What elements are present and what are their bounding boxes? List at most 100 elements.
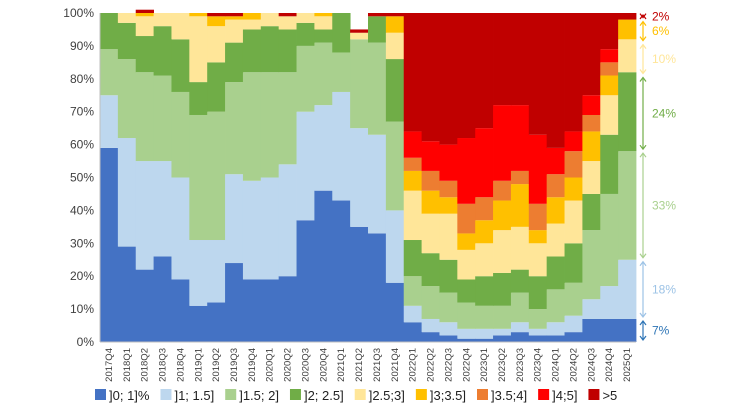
bar-segment-2021Q4-s3 — [385, 59, 405, 122]
bar-segment-2024Q2-s8 — [564, 13, 583, 132]
x-tick-label: 2021Q1 — [336, 348, 347, 382]
bar-segment-2024Q1-s3 — [546, 256, 565, 290]
y-axis: 0% 10% 20% 30% 40% 50% 60% 70% 80% 90% 100% — [63, 6, 101, 349]
y-tick-label: 60% — [70, 138, 94, 152]
bar-segment-2023Q1-s6 — [475, 197, 494, 221]
bar-segment-2019Q4-s4 — [242, 19, 262, 30]
x-tick-label: 2024Q4 — [604, 348, 615, 382]
bar-segment-2022Q4-s5 — [457, 233, 476, 250]
annotation-arrow-top — [639, 43, 647, 49]
bar-segment-2020Q4-s2 — [314, 42, 333, 106]
x-tick-label: 2023Q3 — [515, 348, 526, 382]
bar-segment-2018Q1-s3 — [117, 22, 137, 60]
bar-segment-2023Q2-s2 — [493, 305, 512, 329]
bar-segment-2022Q1-s4 — [403, 190, 422, 241]
bar-segment-2024Q2-s3 — [564, 243, 583, 283]
legend: ]0; 1]%]1; 1.5]]1.5; 2]]2; 2.5]]2.5;3]]3… — [95, 388, 617, 403]
bar-segment-2024Q1-s8 — [546, 13, 565, 148]
legend-label: ]1; 1.5] — [174, 388, 214, 403]
bar-segment-2021Q4-s2 — [385, 121, 405, 211]
bar-segment-2018Q4-s0 — [171, 279, 190, 342]
x-tick-label: 2019Q3 — [229, 348, 240, 382]
x-tick-label: 2022Q1 — [408, 348, 419, 382]
legend-swatch — [588, 389, 600, 400]
bar-segment-2024Q3-s0 — [582, 318, 601, 342]
bar-segment-2020Q2-s3 — [278, 29, 297, 73]
x-tick-label: 2023Q2 — [497, 348, 508, 382]
legend-label: ]4;5] — [552, 388, 577, 403]
legend-swatch — [160, 389, 172, 400]
bar-segment-2020Q4-s0 — [314, 190, 333, 342]
bar-segment-2024Q4-s3 — [600, 134, 619, 194]
bar-segment-2019Q2-s5 — [207, 16, 226, 27]
y-tick-label: 20% — [70, 269, 94, 283]
bar-segment-2023Q4-s3 — [528, 276, 548, 310]
y-tick-label: 50% — [70, 171, 94, 185]
bar-segment-2021Q4-s1 — [385, 210, 405, 283]
bar-segment-2020Q1-s4 — [260, 13, 280, 27]
bar-segment-2023Q3-s7 — [510, 105, 530, 171]
legend-label: ]0; 1]% — [109, 388, 150, 403]
annotation-label: 7% — [652, 323, 670, 337]
legend-swatch — [538, 389, 550, 400]
x-tick-label: 2021Q3 — [372, 348, 383, 382]
bar-segment-2023Q4-s0 — [528, 335, 548, 342]
bar-segment-2021Q4-s5 — [385, 16, 405, 33]
bar-segment-2022Q3-s4 — [439, 213, 458, 260]
bar-segment-2018Q4-s4 — [171, 13, 190, 40]
bar-segment-2022Q3-s8 — [439, 13, 458, 145]
x-tick-label: 2018Q4 — [175, 348, 186, 382]
bar-segment-2020Q2-s4 — [278, 16, 297, 30]
bar-segment-2023Q3-s1 — [510, 322, 530, 333]
bar-segment-2018Q4-s2 — [171, 91, 190, 178]
bar-segment-2019Q1-s5 — [189, 13, 208, 17]
legend-swatch — [477, 389, 488, 400]
bar-segment-2023Q2-s3 — [493, 272, 512, 306]
bar-segment-2020Q3-s4 — [296, 13, 315, 23]
x-tick-label: 2021Q4 — [390, 348, 401, 382]
bar-segment-2024Q1-s7 — [546, 147, 565, 175]
x-tick-label: 2025Q1 — [622, 348, 633, 382]
bar-segment-2024Q2-s7 — [564, 131, 583, 152]
bar-segment-2023Q2-s0 — [493, 335, 512, 342]
bar-segment-2020Q4-s4 — [314, 16, 333, 30]
bar-segment-2021Q3-s0 — [368, 233, 387, 342]
bar-segment-2019Q1-s0 — [189, 305, 208, 342]
annotation-label: 6% — [652, 24, 670, 38]
annotation-arrow-top — [639, 152, 647, 158]
bar-segment-2024Q4-s6 — [600, 62, 619, 76]
bar-segment-2018Q4-s3 — [171, 39, 190, 92]
x-tick-label: 2024Q2 — [568, 348, 579, 382]
bar-segment-2025Q1-s0 — [618, 318, 637, 342]
bar-segment-2023Q4-s7 — [528, 134, 548, 204]
bar-segment-2022Q4-s0 — [457, 338, 476, 342]
bar-segment-2018Q1-s1 — [117, 138, 137, 247]
bar-segment-2022Q3-s2 — [439, 292, 458, 323]
bar-segment-2019Q4-s1 — [242, 180, 262, 280]
bar-segment-2018Q3-s0 — [153, 256, 172, 342]
y-tick-label: 90% — [70, 39, 94, 53]
x-tick-label: 2020Q2 — [283, 348, 294, 382]
bar-segment-2024Q3-s3 — [582, 193, 601, 231]
bar-segment-2021Q4-s0 — [385, 282, 405, 342]
bar-segment-2022Q1-s5 — [403, 170, 422, 191]
bar-segment-2024Q3-s7 — [582, 95, 601, 115]
legend-label: ]1.5; 2] — [239, 388, 279, 403]
bar-segment-2024Q4-s4 — [600, 95, 619, 135]
x-tick-label: 2019Q2 — [211, 348, 222, 382]
bar-segment-2021Q1-s1 — [332, 91, 351, 201]
bar-segment-2023Q2-s6 — [493, 180, 512, 201]
bar-segment-2018Q2-s2 — [135, 72, 154, 162]
annotation-arrow-top — [639, 319, 647, 326]
bar-segment-2017Q4-s0 — [100, 147, 119, 342]
bar-segment-2018Q1-s4 — [117, 13, 137, 23]
bar-segment-2024Q2-s0 — [564, 332, 583, 342]
bar-segment-2021Q2-s2 — [350, 39, 369, 129]
bar-segment-2024Q1-s1 — [546, 322, 565, 336]
x-tick-label: 2020Q3 — [300, 348, 311, 382]
y-tick-label: 80% — [70, 72, 94, 86]
bar-segment-2022Q3-s1 — [439, 322, 458, 336]
legend-label: ]2.5;3] — [369, 388, 405, 403]
bar-segment-2023Q4-s8 — [528, 13, 548, 135]
bar-segment-2022Q2-s3 — [421, 253, 440, 287]
